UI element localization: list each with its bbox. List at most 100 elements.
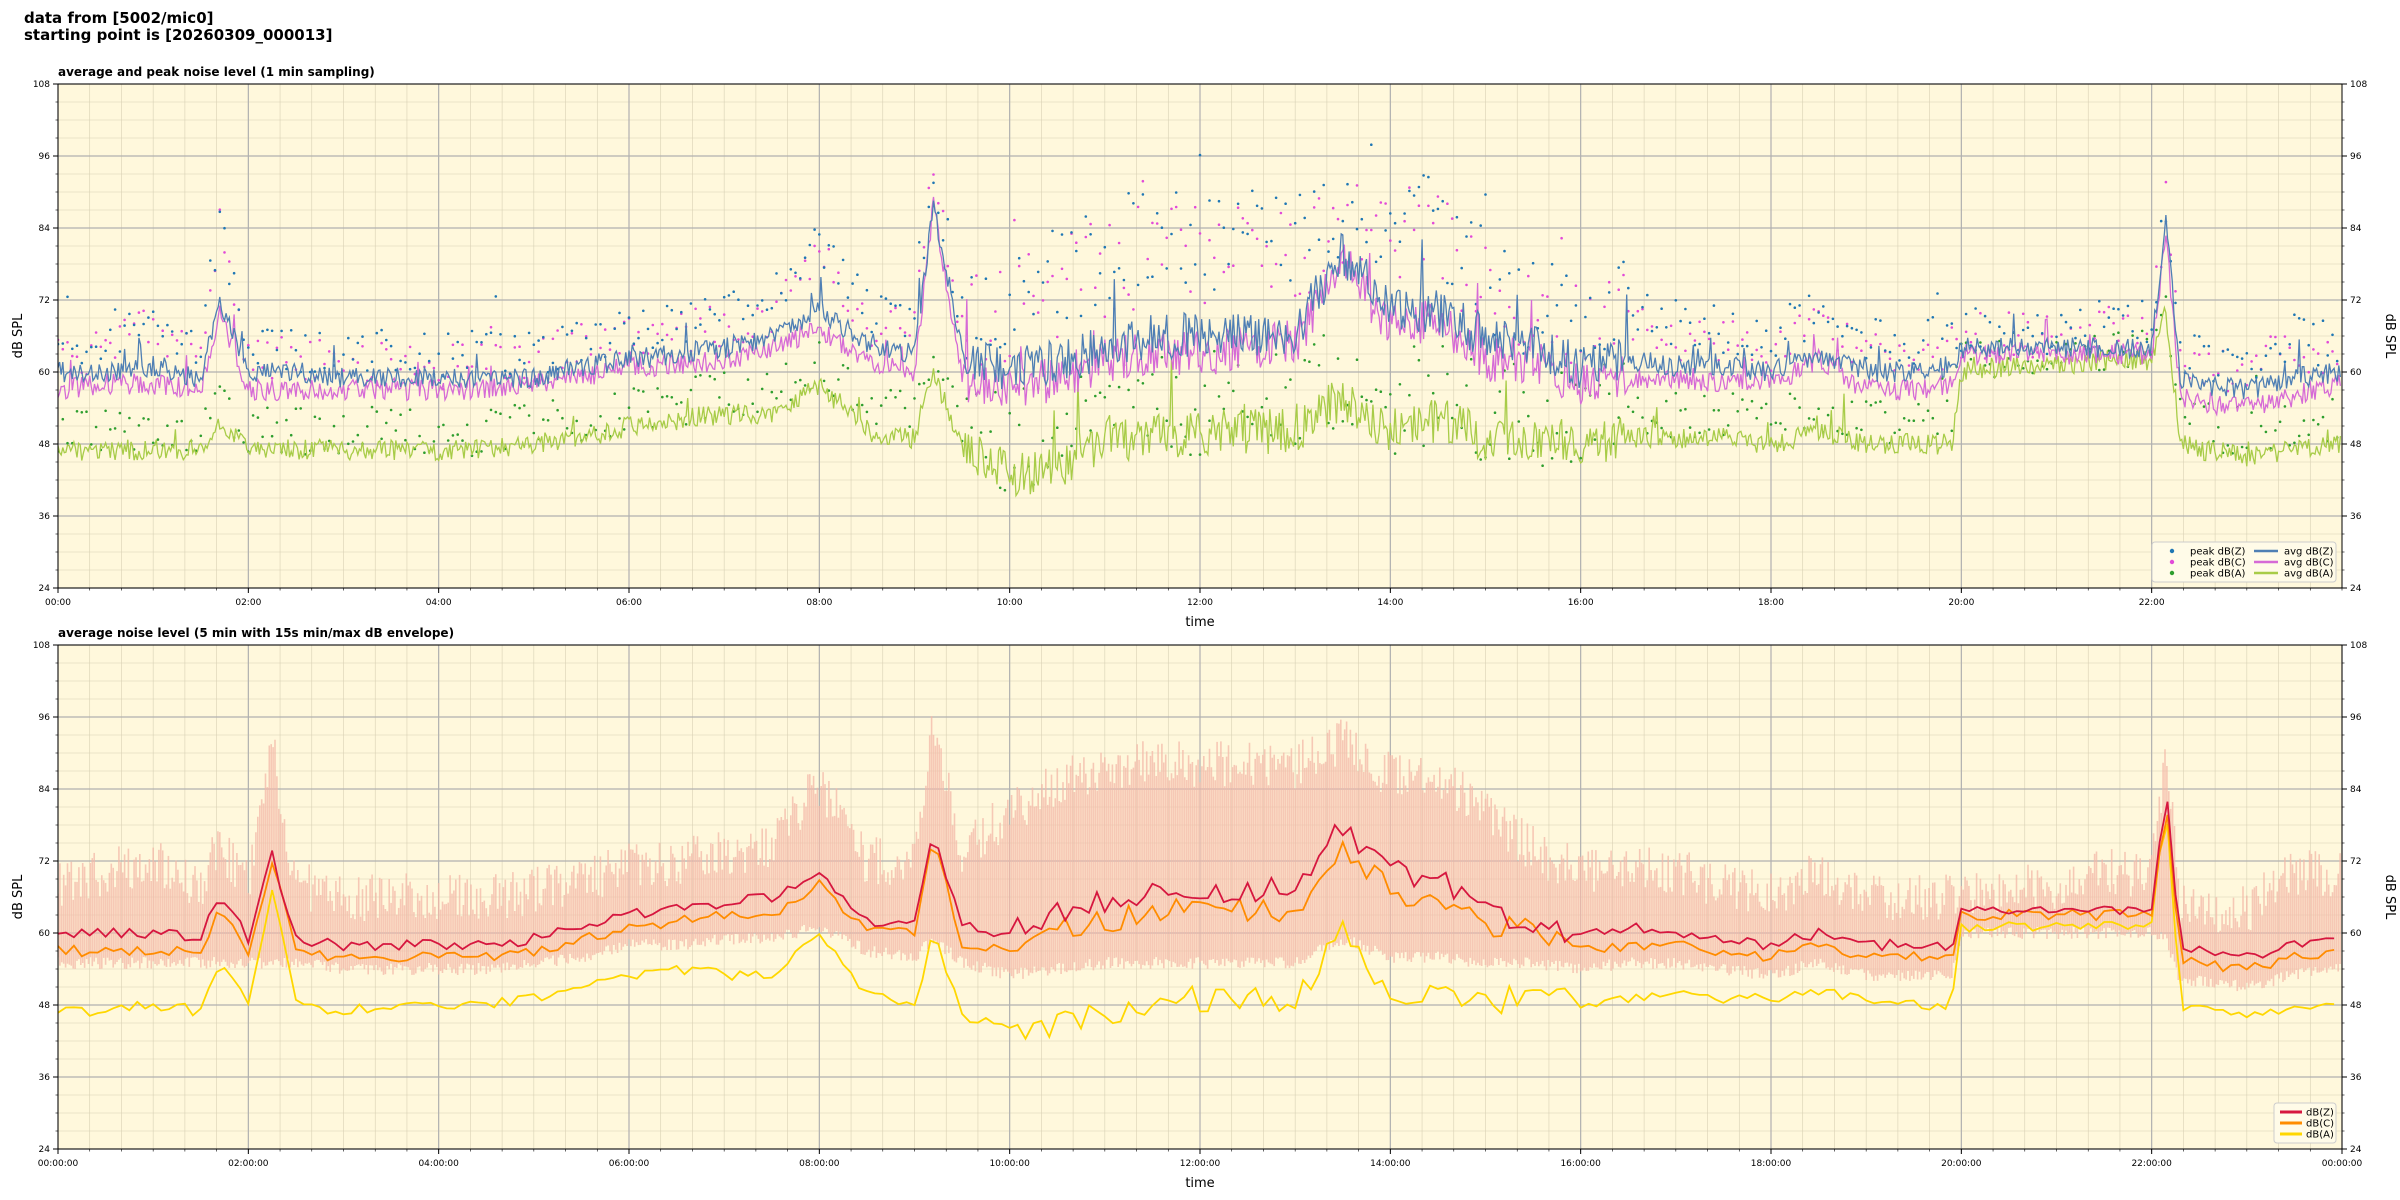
- data-point: [2074, 342, 2077, 345]
- data-point: [1764, 402, 1768, 406]
- data-point: [1983, 314, 1987, 318]
- data-point: [61, 347, 65, 351]
- data-point: [775, 397, 778, 400]
- data-point: [556, 408, 559, 412]
- data-point: [661, 338, 664, 342]
- data-point: [266, 406, 269, 410]
- data-point: [1427, 374, 1430, 377]
- data-point: [922, 256, 926, 260]
- data-point: [1422, 444, 1425, 448]
- data-point: [294, 407, 298, 411]
- data-point: [132, 323, 136, 327]
- data-point: [1917, 402, 1920, 406]
- data-point: [480, 341, 483, 344]
- data-point: [1469, 235, 1473, 238]
- data-point: [175, 352, 179, 355]
- data-point: [1370, 228, 1373, 232]
- data-point: [1703, 317, 1706, 321]
- data-point: [1907, 356, 1911, 359]
- data-point: [1936, 432, 1939, 436]
- data-point: [1465, 384, 1468, 387]
- data-point: [589, 424, 593, 427]
- data-point: [2283, 335, 2287, 338]
- data-point: [1845, 324, 1849, 328]
- data-point: [789, 268, 793, 271]
- data-point: [1950, 322, 1954, 325]
- data-point: [161, 334, 164, 338]
- data-point: [527, 331, 531, 335]
- data-point: [1270, 239, 1273, 243]
- y-tick-label: 60: [39, 929, 51, 939]
- data-point: [499, 412, 502, 416]
- data-point: [575, 419, 578, 423]
- data-point: [2112, 321, 2115, 325]
- data-point: [1641, 307, 1644, 311]
- data-point: [423, 332, 426, 336]
- data-point: [1113, 270, 1116, 274]
- data-point: [1213, 288, 1216, 291]
- data-point: [1389, 239, 1392, 242]
- data-point: [841, 304, 845, 308]
- data-point: [1945, 339, 1949, 343]
- data-point: [656, 341, 659, 345]
- data-point: [1898, 344, 1901, 347]
- data-point: [1446, 202, 1449, 205]
- data-point: [1964, 330, 1968, 334]
- data-point: [228, 397, 231, 400]
- data-point: [889, 388, 892, 392]
- data-point: [1569, 460, 1573, 463]
- data-point: [1779, 330, 1782, 334]
- legend-label: dB(Z): [2306, 1108, 2334, 1119]
- data-point: [1622, 273, 1625, 277]
- data-point: [979, 431, 983, 434]
- data-point: [1869, 403, 1873, 407]
- data-point: [442, 423, 445, 427]
- data-point: [285, 418, 288, 422]
- data-point: [123, 430, 126, 433]
- data-point: [1465, 235, 1468, 238]
- data-point: [199, 346, 203, 350]
- data-point: [1389, 393, 1392, 396]
- data-point: [2145, 337, 2149, 341]
- data-point: [1165, 267, 1168, 270]
- data-point: [837, 378, 840, 381]
- data-point: [80, 411, 84, 414]
- data-point: [90, 443, 93, 446]
- data-point: [394, 429, 398, 432]
- data-point: [1422, 174, 1425, 177]
- data-point: [941, 239, 945, 242]
- data-point: [1298, 292, 1302, 296]
- data-point: [1151, 373, 1154, 376]
- data-point: [1665, 343, 1668, 346]
- data-point: [918, 382, 921, 386]
- legend-label: peak dB(A): [2190, 569, 2246, 580]
- data-point: [1569, 319, 1573, 323]
- data-point: [1508, 305, 1511, 309]
- data-point: [432, 440, 436, 443]
- data-point: [665, 304, 669, 308]
- data-point: [1569, 361, 1573, 365]
- data-point: [166, 355, 169, 358]
- data-point: [527, 414, 531, 417]
- data-point: [1931, 355, 1935, 359]
- data-point: [2264, 354, 2268, 358]
- data-point: [275, 348, 279, 352]
- data-point: [780, 390, 783, 394]
- data-point: [2174, 290, 2177, 293]
- data-point: [2140, 329, 2144, 333]
- data-point: [1883, 349, 1887, 352]
- data-point: [646, 410, 650, 414]
- y-tick-label: 96: [39, 713, 51, 723]
- data-point: [361, 335, 364, 338]
- data-point: [437, 378, 441, 382]
- data-point: [818, 341, 821, 344]
- data-point: [565, 333, 569, 336]
- data-point: [898, 389, 902, 393]
- data-point: [932, 355, 935, 359]
- data-point: [1327, 250, 1330, 253]
- data-point: [280, 336, 283, 339]
- data-point: [1041, 281, 1045, 284]
- data-point: [1922, 339, 1925, 342]
- data-point: [718, 344, 721, 348]
- data-point: [1222, 226, 1226, 229]
